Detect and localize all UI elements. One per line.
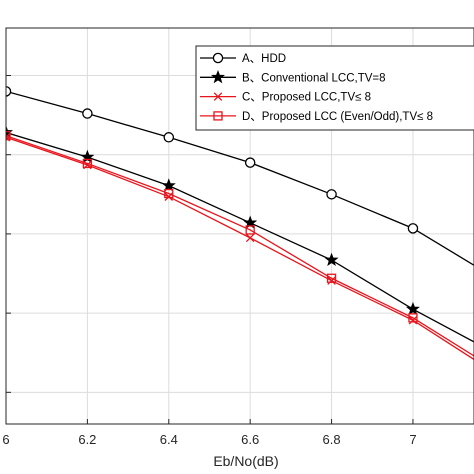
- x-tick-label: 6.8: [323, 432, 341, 447]
- x-tick-label: 6.4: [160, 432, 178, 447]
- legend-label: D、Proposed LCC (Even/Odd),TV≤ 8: [242, 111, 433, 123]
- x-tick-label: 6: [2, 432, 9, 447]
- legend-marker-star: [211, 69, 225, 84]
- data-point-x: [327, 276, 336, 285]
- legend-label: B、Conventional LCC,TV=8: [242, 72, 386, 84]
- legend-box: [195, 45, 474, 131]
- data-point-circle: [244, 157, 256, 168]
- data-point-x: [408, 315, 418, 325]
- legend-item: A、HDD: [200, 52, 286, 65]
- series-star: [6, 125, 474, 343]
- series-square: [6, 131, 474, 357]
- data-point-square: [408, 313, 418, 323]
- series-line: [6, 135, 474, 357]
- legend-item: C、Proposed LCC,TV≤ 8: [200, 92, 371, 104]
- legend-marker-square: [213, 111, 223, 121]
- data-point-square: [326, 273, 337, 283]
- data-point-square: [6, 131, 11, 141]
- legend-item: D、Proposed LCC (Even/Odd),TV≤ 8: [200, 111, 433, 123]
- plot-frame: [5, 27, 474, 425]
- data-point-circle: [407, 223, 419, 234]
- legend-label: A、HDD: [242, 53, 286, 65]
- x-tick-label: 6.2: [78, 432, 96, 447]
- legend: A、HDD B、Conventional LCC,TV=8 C、Proposed L…: [195, 45, 474, 131]
- legend-label: C、Proposed LCC,TV≤ 8: [242, 92, 371, 104]
- data-point-square: [164, 188, 174, 199]
- series-layer: [6, 86, 474, 361]
- legend-item: B、Conventional LCC,TV=8: [200, 69, 386, 84]
- x-ticks: 6 6.2 6.4 6.6 6.8 7: [2, 75, 417, 447]
- x-tick-label: 7: [409, 432, 416, 447]
- legend-marker-x: [213, 92, 223, 101]
- data-point-star: [324, 252, 339, 266]
- data-point-circle: [163, 132, 175, 143]
- data-point-star: [161, 178, 176, 192]
- data-point-x: [245, 233, 255, 243]
- data-point-circle: [326, 189, 337, 200]
- x-tick-label: 6.6: [241, 432, 259, 447]
- data-point-circle: [6, 86, 12, 97]
- legend-marker-circle: [212, 52, 224, 64]
- data-point-square: [245, 225, 255, 235]
- data-point-circle: [82, 108, 93, 119]
- data-point-star: [405, 301, 420, 316]
- data-point-square: [82, 158, 93, 169]
- x-axis-title: Eb/No(dB): [213, 453, 278, 469]
- series-circle: [6, 86, 474, 266]
